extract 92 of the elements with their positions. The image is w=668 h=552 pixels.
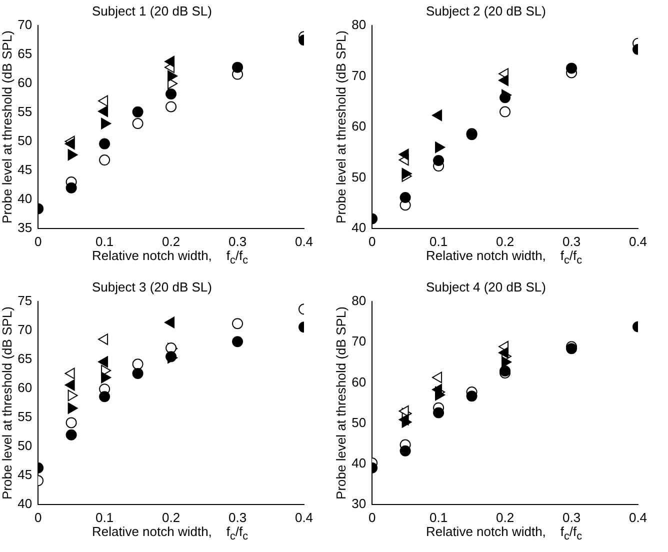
y-tick-label: 40 [352,455,366,470]
point [68,390,78,402]
y-tick-label: 80 [352,293,366,308]
x-tick-label: 0.2 [496,234,514,249]
point [400,192,411,203]
x-tick-label: 0 [368,510,376,525]
point [66,429,77,440]
x-tick-label: 0 [34,234,42,249]
x-tick-label: 0.1 [430,234,448,249]
y-tick-label: 60 [18,380,32,396]
x-tick-label: 0.3 [228,234,247,249]
x-tick-label: 0.2 [162,510,180,525]
point [402,168,412,180]
point [498,347,509,358]
y-axis-title: Probe level at threshold (dB SPL) [0,306,14,500]
y-tick-label: 60 [18,75,32,90]
point [232,62,244,73]
point [132,106,144,118]
point [98,95,108,107]
point [466,390,478,402]
x-tick-label: 0 [34,510,42,525]
point [166,88,177,100]
point [101,372,112,384]
y-tick-label: 40 [18,191,32,206]
y-tick-label: 60 [352,118,366,134]
point [66,182,77,194]
y-axis-title: Probe level at threshold (dB SPL) [333,306,348,500]
point [132,118,144,130]
y-tick-label: 40 [18,496,32,511]
y-tick-label: 50 [18,438,32,454]
x-tick-label: 0.1 [430,510,448,525]
chart-title: Subject 3 (20 dB SL) [92,279,212,294]
point [432,372,442,384]
point [99,391,110,402]
y-tick-label: 45 [18,467,32,482]
x-axis-title: Relative notch width, f$_{c}$/f$_{c}$ [90,524,250,543]
y-axis-title: Probe level at threshold (dB SPL) [333,30,348,224]
y-tick-label: 80 [352,17,366,32]
y-tick-label: 50 [352,414,366,430]
y-tick-label: 60 [352,374,366,390]
y-tick-label: 50 [352,169,366,184]
x-tick-label: 0.4 [628,234,648,249]
point [166,101,177,112]
y-tick-label: 30 [352,496,366,511]
chart-title: Subject 4 (20 dB SL) [426,279,546,294]
x-tick-label: 0.2 [162,234,180,249]
point [500,106,511,118]
point [400,445,411,456]
x-tick-label: 0.4 [294,510,314,525]
x-tick-label: 0 [368,234,376,249]
y-tick-label: 40 [352,220,366,235]
point [498,74,509,86]
x-axis-title: Relative notch width, f$_{c}$/f$_{c}$ [90,248,250,267]
point [435,142,446,153]
point [433,407,444,418]
y-tick-label: 75 [18,293,32,308]
chart-title: Subject 2 (20 dB SL) [426,3,546,18]
x-tick-label: 0.4 [628,510,648,525]
y-tick-label: 65 [18,351,32,366]
x-tick-label: 0.2 [496,510,514,525]
y-tick-label: 45 [18,162,32,178]
x-tick-label: 0.1 [96,234,114,249]
y-tick-label: 50 [18,133,32,148]
y-tick-label: 55 [18,104,32,120]
y-tick-label: 70 [352,68,366,83]
point [164,316,175,328]
x-tick-label: 0.3 [562,234,581,249]
point [64,138,75,150]
x-tick-label: 0.3 [228,510,247,525]
x-axis-title: Relative notch width, f$_{c}$/f$_{c}$ [424,248,584,267]
point [132,368,144,379]
point [99,138,110,150]
y-tick-label: 35 [18,220,32,235]
point [164,56,175,68]
point [68,402,78,414]
point [433,154,444,166]
x-tick-label: 0.4 [294,234,314,249]
point [132,358,144,370]
point [99,154,110,166]
y-tick-label: 70 [18,17,32,32]
point [98,106,108,118]
y-tick-label: 70 [352,334,366,349]
x-axis-title: Relative notch width, f$_{c}$/f$_{c}$ [424,524,584,543]
x-tick-label: 0.3 [562,510,581,525]
y-tick-label: 55 [18,409,32,424]
point [500,92,511,104]
point [66,417,77,428]
y-tick-label: 65 [18,46,32,62]
x-tick-label: 0.1 [96,510,114,525]
y-tick-label: 70 [18,322,32,338]
chart-title: Subject 1 (20 dB SL) [92,3,212,18]
y-axis-title: Probe level at threshold (dB SPL) [0,30,14,224]
